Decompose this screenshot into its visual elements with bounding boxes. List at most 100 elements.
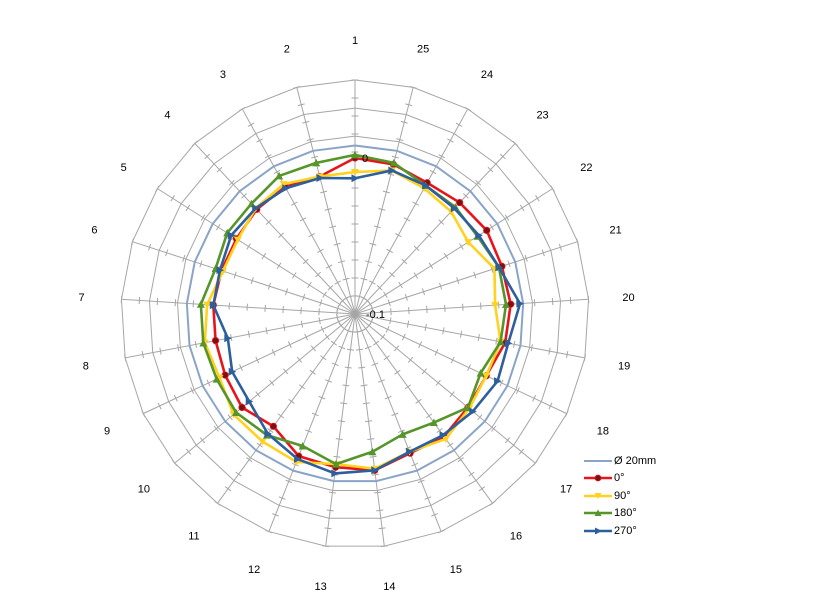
tick-mark bbox=[369, 280, 376, 285]
tick-mark bbox=[504, 214, 510, 221]
tick-mark bbox=[141, 410, 146, 418]
tick-mark bbox=[412, 201, 420, 206]
tick-mark bbox=[442, 327, 445, 335]
tick-mark bbox=[558, 243, 562, 251]
tick-mark bbox=[319, 299, 323, 307]
tick-mark bbox=[331, 362, 339, 366]
tick-mark bbox=[141, 350, 144, 359]
category-label-12: 12 bbox=[248, 564, 260, 576]
series-line bbox=[212, 169, 522, 475]
legend-label: 0° bbox=[614, 472, 625, 485]
spoke-22 bbox=[354, 188, 553, 315]
tick-mark bbox=[265, 529, 273, 534]
tick-mark bbox=[409, 85, 417, 89]
tick-mark bbox=[255, 391, 261, 398]
spoke-11 bbox=[217, 313, 356, 504]
spoke-6 bbox=[132, 241, 356, 315]
data-point bbox=[429, 418, 438, 427]
tick-mark bbox=[216, 166, 223, 173]
tick-mark bbox=[400, 120, 408, 124]
data-point bbox=[516, 299, 525, 308]
tick-mark bbox=[391, 412, 399, 417]
data-point bbox=[232, 408, 241, 416]
legend-item-2: 90° bbox=[584, 487, 704, 505]
tick-mark bbox=[284, 288, 289, 296]
tick-mark bbox=[241, 193, 247, 199]
tick-mark bbox=[395, 233, 402, 238]
radar-grid bbox=[120, 79, 590, 548]
radar-series bbox=[185, 144, 525, 483]
tick-mark bbox=[403, 217, 411, 222]
tick-mark bbox=[320, 190, 328, 194]
tick-mark bbox=[397, 429, 405, 433]
spoke-10 bbox=[174, 313, 356, 464]
radial-label-zero: 0 bbox=[362, 153, 368, 165]
tick-mark bbox=[235, 471, 242, 477]
tick-mark bbox=[360, 277, 368, 281]
tick-mark bbox=[385, 325, 390, 333]
data-point bbox=[212, 375, 221, 383]
tick-mark bbox=[358, 366, 366, 369]
category-label-20: 20 bbox=[622, 292, 634, 304]
category-label-16: 16 bbox=[510, 531, 522, 543]
tick-mark bbox=[333, 242, 341, 246]
tick-mark bbox=[360, 384, 368, 387]
spoke-3 bbox=[241, 108, 356, 315]
data-point bbox=[476, 369, 485, 377]
tick-mark bbox=[355, 295, 363, 298]
tick-mark bbox=[320, 325, 325, 333]
tick-mark bbox=[338, 260, 346, 264]
tick-mark bbox=[318, 317, 321, 325]
category-label-24: 24 bbox=[481, 69, 493, 81]
tick-mark bbox=[302, 258, 309, 265]
data-point bbox=[450, 204, 459, 213]
tick-mark bbox=[346, 348, 355, 351]
tick-mark bbox=[450, 356, 455, 364]
tick-mark bbox=[378, 208, 386, 211]
legend-label: Ø 20mm bbox=[614, 454, 657, 467]
tick-mark bbox=[491, 425, 497, 432]
data-point bbox=[332, 460, 341, 468]
tick-mark bbox=[404, 384, 412, 390]
tick-mark bbox=[362, 402, 370, 405]
tick-mark bbox=[165, 249, 169, 257]
tick-mark bbox=[287, 341, 292, 349]
spoke-9 bbox=[143, 313, 356, 415]
tick-mark bbox=[199, 437, 206, 444]
tick-mark bbox=[489, 500, 496, 506]
tick-mark bbox=[449, 391, 455, 398]
tick-mark bbox=[405, 103, 413, 107]
tick-mark bbox=[265, 327, 268, 335]
tick-mark bbox=[311, 412, 319, 417]
tick-mark bbox=[394, 369, 401, 375]
tick-mark bbox=[322, 545, 330, 548]
tick-mark bbox=[404, 293, 408, 301]
tick-mark bbox=[421, 368, 427, 375]
data-point bbox=[469, 407, 477, 416]
tick-mark bbox=[246, 243, 251, 250]
tick-mark bbox=[518, 448, 525, 455]
tick-mark bbox=[213, 425, 219, 432]
tick-mark bbox=[247, 122, 255, 127]
tick-mark bbox=[475, 180, 482, 186]
data-point bbox=[406, 447, 414, 456]
category-label-11: 11 bbox=[188, 531, 199, 543]
data-point bbox=[233, 236, 242, 244]
tick-mark bbox=[424, 323, 427, 332]
data-point bbox=[238, 403, 246, 412]
data-point bbox=[495, 263, 503, 272]
tick-mark bbox=[277, 413, 285, 419]
tick-mark bbox=[328, 491, 336, 494]
tick-mark bbox=[297, 103, 305, 107]
tick-mark bbox=[247, 330, 251, 338]
tick-mark bbox=[457, 457, 464, 463]
data-point bbox=[422, 181, 430, 190]
category-label-5: 5 bbox=[121, 162, 127, 174]
tick-mark bbox=[199, 260, 203, 268]
data-point bbox=[298, 441, 307, 450]
category-label-4: 4 bbox=[164, 109, 170, 121]
tick-mark bbox=[424, 496, 432, 500]
data-point bbox=[252, 204, 260, 213]
chart-legend: Ø 20mm 0° 90° 180° 270° bbox=[584, 452, 704, 540]
